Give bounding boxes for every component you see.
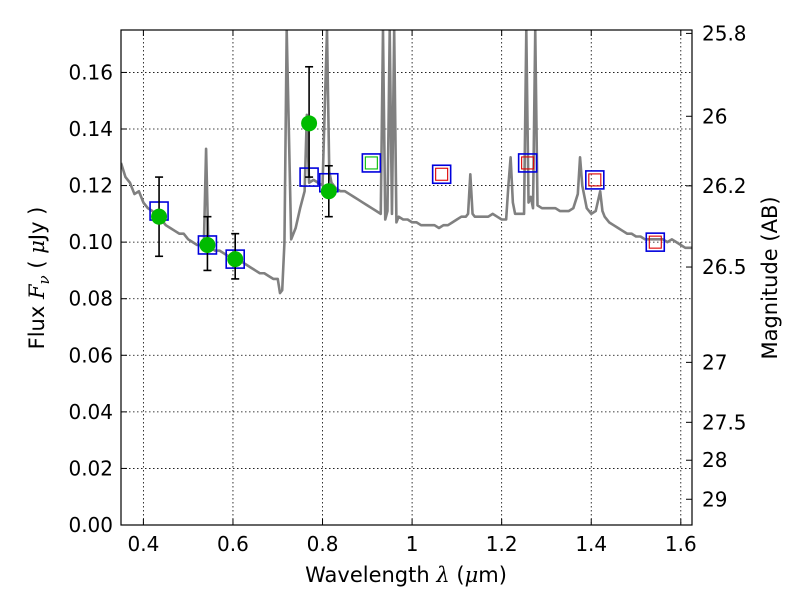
x-tick-label: 0.4 bbox=[127, 532, 159, 556]
observed-points bbox=[151, 115, 337, 268]
model-box bbox=[585, 170, 605, 190]
y-tick-label: 0.12 bbox=[68, 174, 113, 198]
observed-point bbox=[151, 208, 168, 225]
x-axis-label: Wavelength λ (μm) bbox=[305, 563, 507, 587]
y2-tick-label: 28 bbox=[702, 448, 727, 472]
y2-tick-label: 29 bbox=[702, 487, 727, 511]
y2-tick-label: 27.5 bbox=[702, 410, 747, 434]
model-box-inner bbox=[648, 235, 662, 249]
sed-layer bbox=[121, 30, 692, 295]
y2-tick-label: 26.5 bbox=[702, 255, 747, 279]
y-tick-labels: 0.00 0.02 0.04 0.06 0.08 0.10 0.12 0.14 0.16 bbox=[68, 60, 113, 537]
observed-point bbox=[199, 236, 216, 253]
plot-frame bbox=[120, 29, 693, 526]
model-box bbox=[645, 232, 666, 252]
model-box-inner bbox=[364, 156, 378, 170]
x-tick-label: 1 bbox=[406, 532, 419, 556]
y-tick-label: 0.14 bbox=[68, 117, 113, 141]
x-tick-label: 1.2 bbox=[486, 532, 518, 556]
observed-point bbox=[320, 183, 337, 200]
model-box bbox=[431, 164, 452, 185]
y2-tick-labels: 25.8 26 26.2 26.5 27 27.5 28 29 bbox=[702, 21, 747, 511]
y2-axis-label: Magnitude (AB) bbox=[758, 196, 782, 359]
y2-tick-label: 26 bbox=[702, 104, 727, 128]
y2-tick-label: 26.2 bbox=[702, 174, 747, 198]
x-tick-label: 0.6 bbox=[217, 532, 249, 556]
x-tick-label: 1.4 bbox=[575, 532, 607, 556]
model-box-inner bbox=[588, 173, 602, 187]
x-tick-label: 0.8 bbox=[307, 532, 339, 556]
x-tick-label: 1.6 bbox=[665, 532, 697, 556]
observed-point bbox=[301, 115, 318, 132]
y-tick-label: 0.08 bbox=[68, 287, 113, 311]
y-axis-label: Flux Fν ( μJy ) bbox=[25, 207, 53, 350]
y-tick-label: 0.02 bbox=[68, 456, 113, 480]
model-box-inner bbox=[435, 167, 449, 181]
observed-point bbox=[227, 251, 244, 268]
model-box-inner bbox=[521, 156, 535, 170]
y-tick-label: 0.10 bbox=[68, 230, 113, 254]
model-box bbox=[361, 153, 382, 173]
y-tick-label: 0.04 bbox=[68, 400, 113, 424]
grid bbox=[121, 30, 692, 525]
y-tick-label: 0.00 bbox=[68, 513, 113, 537]
ticks bbox=[121, 30, 692, 526]
y2-tick-label: 25.8 bbox=[702, 21, 747, 45]
y-tick-label: 0.06 bbox=[68, 343, 113, 367]
x-tick-labels: 0.4 0.6 0.8 1 1.2 1.4 1.6 bbox=[127, 532, 696, 556]
y-tick-label: 0.16 bbox=[68, 60, 113, 84]
model-box bbox=[517, 153, 538, 173]
sed-template-line bbox=[121, 30, 692, 295]
y2-tick-label: 27 bbox=[702, 350, 727, 374]
